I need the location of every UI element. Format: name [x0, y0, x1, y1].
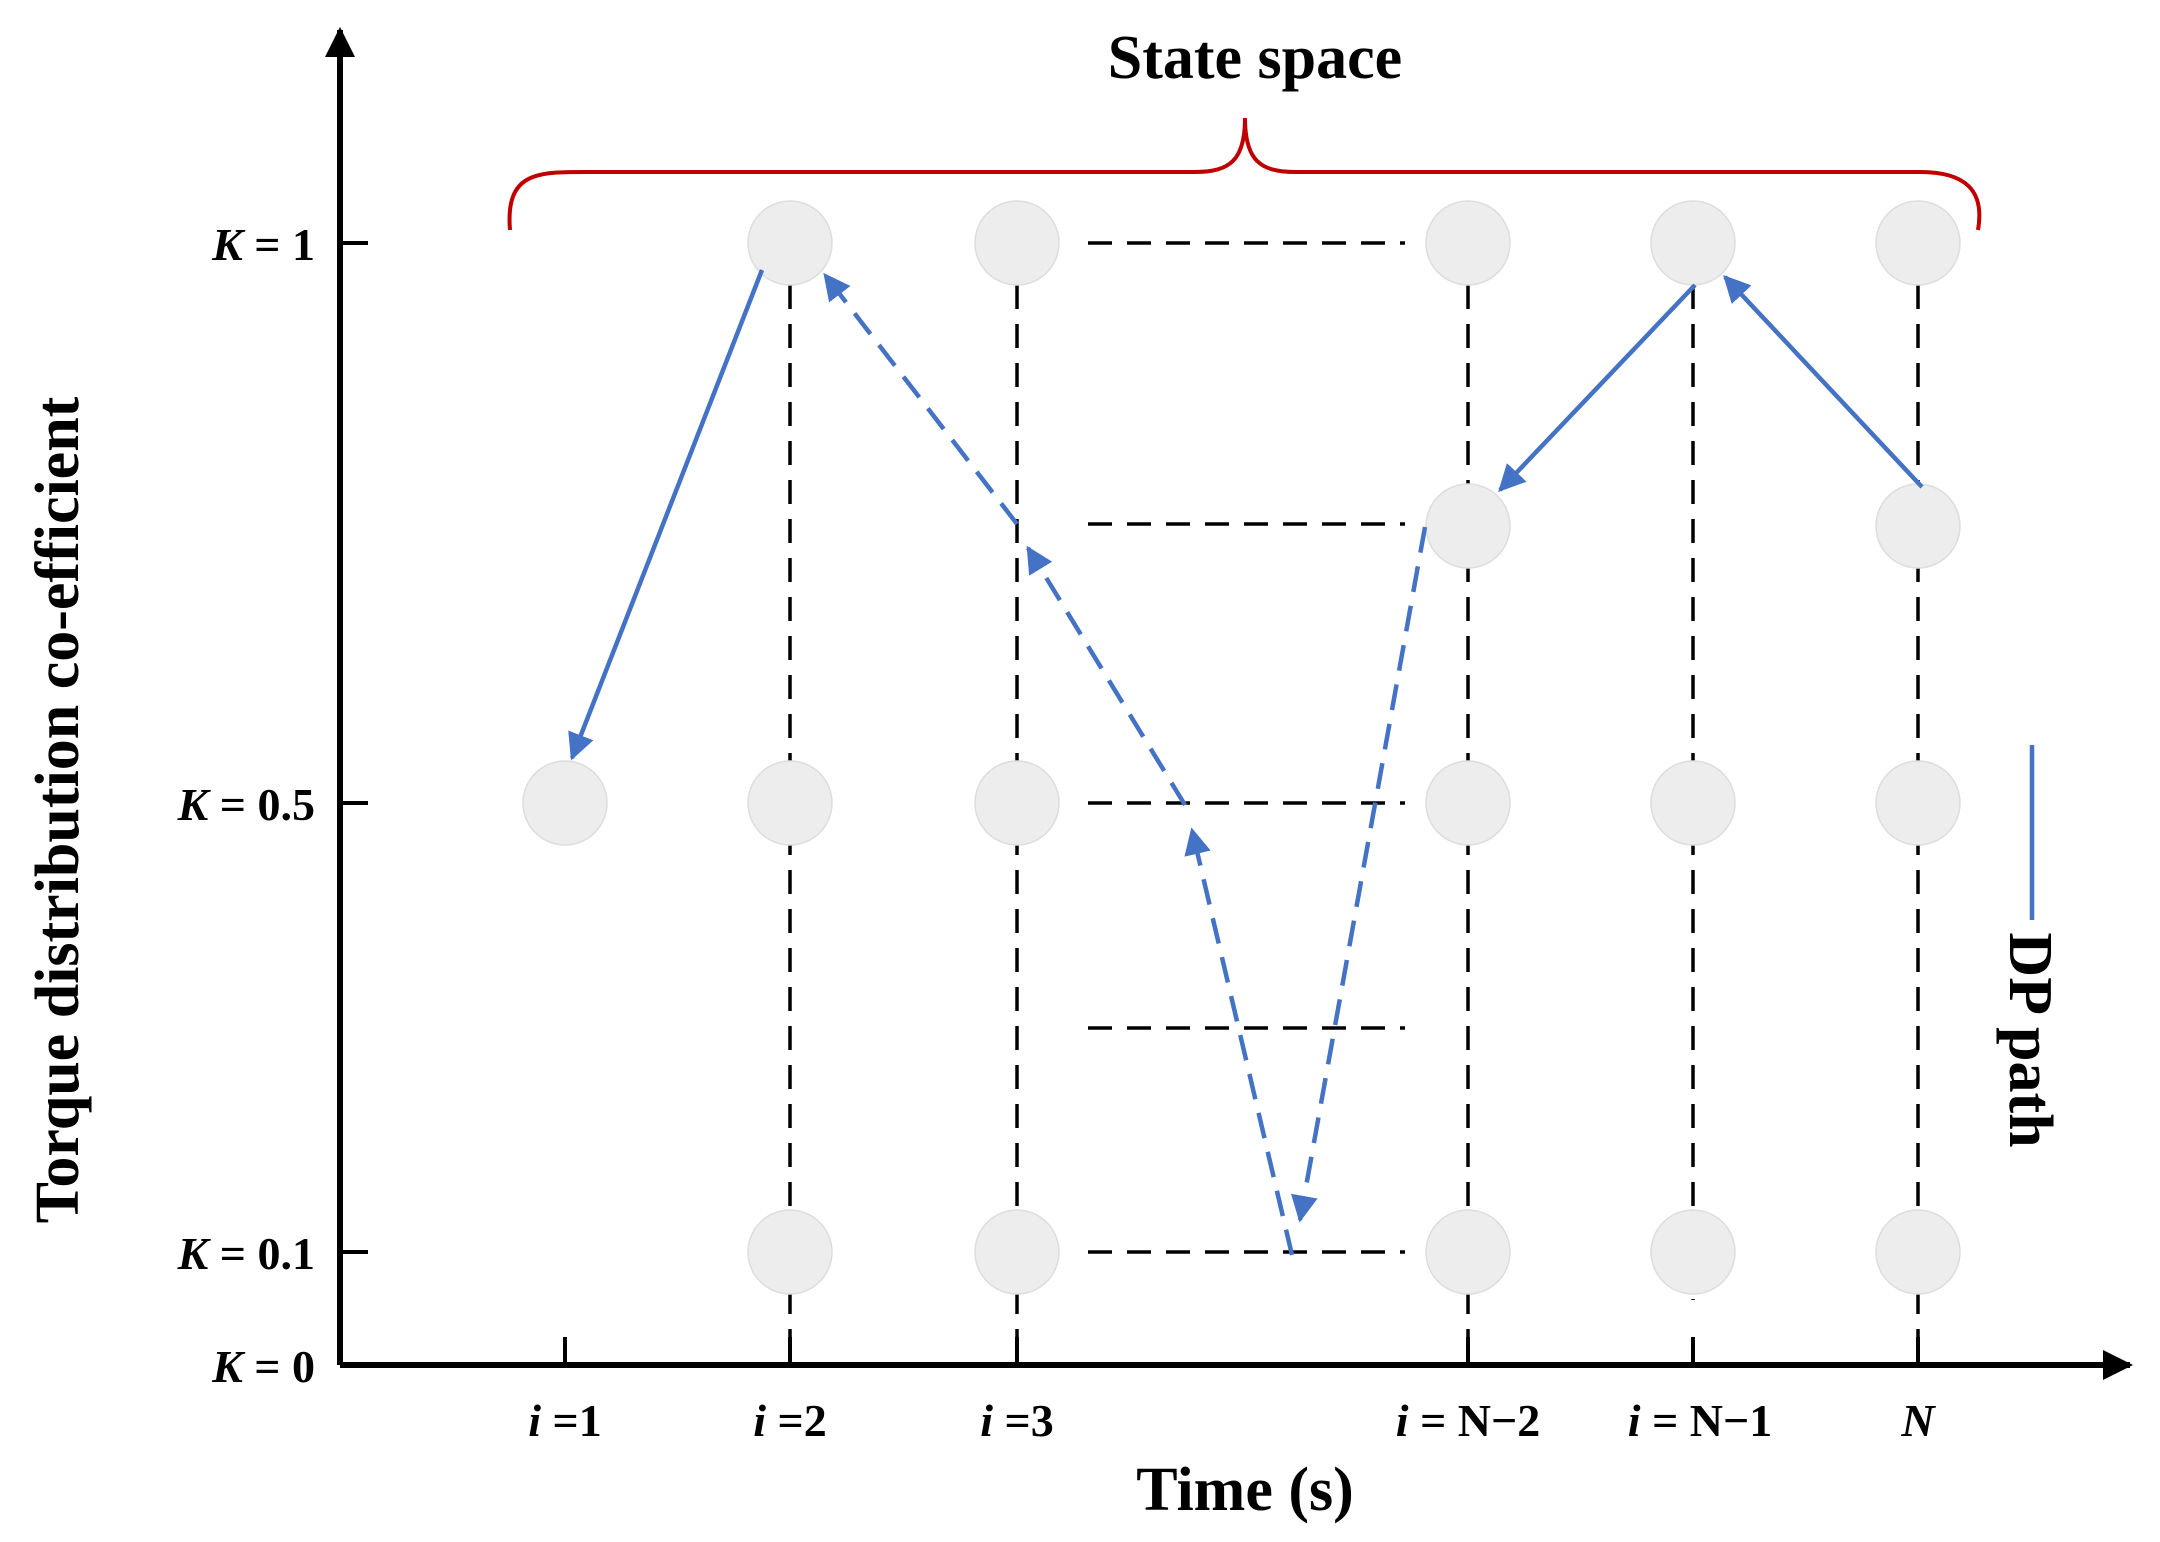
x-tick-label: i = N−2	[1396, 1395, 1540, 1446]
state-node	[974, 760, 1060, 846]
dp-arrow	[568, 269, 765, 761]
y-tick-label: K = 0.5	[177, 779, 315, 830]
y-tick-label: K = 0	[211, 1341, 315, 1392]
diagram-title: State space	[1108, 24, 1402, 92]
state-node	[747, 760, 833, 846]
x-tick-label: i =2	[753, 1395, 827, 1446]
x-tick-label: i = N−1	[1628, 1395, 1772, 1446]
state-node	[974, 1209, 1060, 1295]
state-node	[522, 760, 608, 846]
state-node	[1425, 760, 1511, 846]
state-node	[747, 1209, 833, 1295]
x-tick-label: i =3	[980, 1395, 1054, 1446]
y-tick-labels: K = 1 K = 0.5 K = 0.1 K = 0	[177, 219, 315, 1392]
dp-arrow	[1026, 545, 1187, 807]
state-node	[1875, 1209, 1961, 1295]
state-node	[1425, 1209, 1511, 1295]
legend-label: DP path	[1996, 932, 2064, 1147]
x-axis-title: Time (s)	[1136, 1456, 1354, 1524]
dp-path-solid	[568, 269, 1924, 761]
state-node	[1875, 760, 1961, 846]
x-tick-labels: i =1 i =2 i =3 i = N−2 i = N−1 N	[528, 1395, 1936, 1446]
state-node	[1875, 200, 1961, 286]
state-node	[1650, 1209, 1736, 1295]
state-node	[1425, 200, 1511, 286]
dp-arrow	[1498, 283, 1697, 492]
y-ticks	[340, 241, 368, 1254]
state-node	[1650, 760, 1736, 846]
x-ticks	[563, 1337, 1920, 1365]
dp-arrow	[1291, 526, 1428, 1223]
dp-arrow	[1184, 827, 1295, 1256]
y-tick-label: K = 1	[211, 219, 315, 270]
x-tick-label: i =1	[528, 1395, 602, 1446]
dp-path-dashed	[823, 272, 1428, 1256]
state-node	[1650, 200, 1736, 286]
state-nodes	[522, 200, 1961, 1295]
state-node	[974, 200, 1060, 286]
x-tick-label: N	[1900, 1395, 1936, 1446]
state-space-brace	[507, 117, 1982, 231]
state-node	[747, 200, 833, 286]
state-node	[1875, 483, 1961, 569]
y-tick-label: K = 0.1	[177, 1228, 315, 1279]
dashed-grid	[788, 241, 1920, 1360]
state-node	[1425, 483, 1511, 569]
dp-arrow	[823, 272, 1019, 526]
dp-arrow	[1723, 275, 1924, 489]
y-axis-title: Torque distribution co-efficient	[24, 396, 92, 1223]
